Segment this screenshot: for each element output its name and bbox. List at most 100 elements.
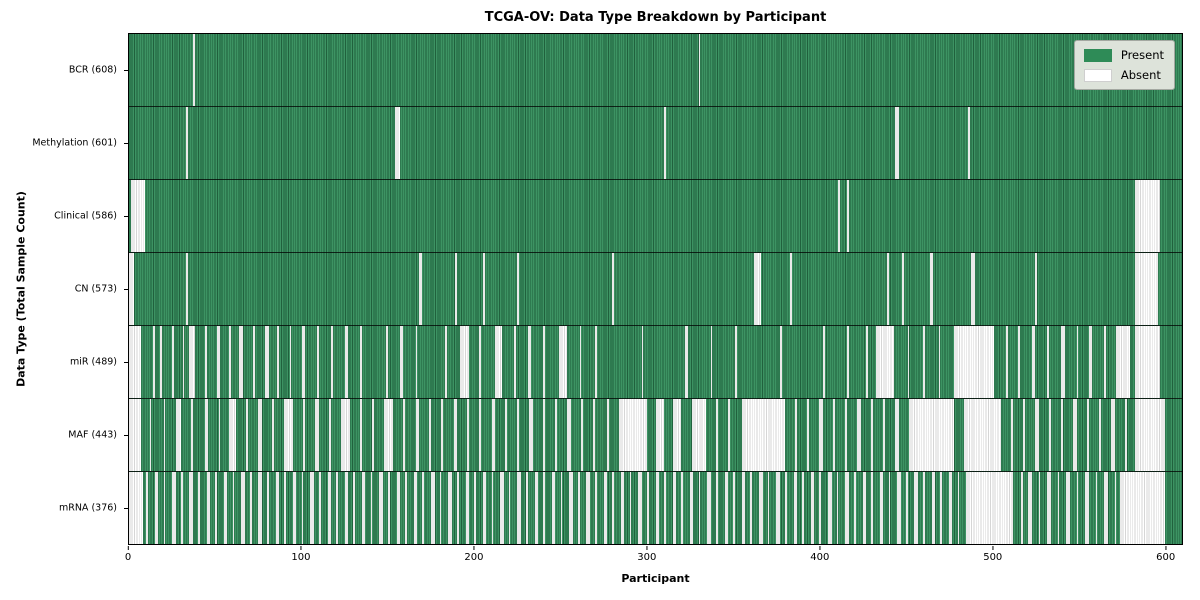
heatmap-row-Methylation xyxy=(129,106,1182,179)
x-tick-200: 200 xyxy=(464,546,483,563)
absent-segment xyxy=(534,472,539,544)
legend-entry-absent: Absent xyxy=(1083,68,1164,82)
x-tick-label: 600 xyxy=(1156,552,1176,563)
absent-segment xyxy=(907,326,910,398)
y-tick-mark xyxy=(124,362,128,364)
absent-segment xyxy=(1047,326,1050,398)
absent-segment xyxy=(265,326,269,398)
x-tick-mark xyxy=(127,546,129,550)
legend-label-present: Present xyxy=(1120,48,1164,62)
absent-segment xyxy=(456,472,459,544)
absent-segment xyxy=(543,326,545,398)
absent-segment xyxy=(229,399,236,471)
absent-segment xyxy=(819,472,822,544)
absent-segment xyxy=(895,107,899,179)
absent-segment xyxy=(253,326,255,398)
x-tick-400: 400 xyxy=(810,546,829,563)
x-tick-label: 0 xyxy=(124,552,132,563)
absent-segment xyxy=(229,326,231,398)
absent-segment xyxy=(192,34,195,106)
y-axis-ticks: BCR (608) Methylation (601) Clinical (586)… xyxy=(0,33,128,545)
absent-segment xyxy=(603,472,608,544)
x-tick-label: 200 xyxy=(464,552,484,563)
y-tick-label-BCR: BCR (608) xyxy=(68,64,117,76)
absent-segment xyxy=(581,399,583,471)
absent-segment xyxy=(275,472,280,544)
legend-label-absent: Absent xyxy=(1120,68,1161,82)
absent-segment xyxy=(387,472,390,544)
absent-segment xyxy=(845,472,849,544)
absent-segment xyxy=(353,472,356,544)
absent-segment xyxy=(779,326,782,398)
absent-segment xyxy=(620,472,625,544)
absent-segment xyxy=(129,253,135,325)
absent-segment xyxy=(595,326,597,398)
absent-segment xyxy=(1135,326,1160,398)
absent-segment xyxy=(479,326,482,398)
absent-segment xyxy=(1018,326,1020,398)
absent-segment xyxy=(362,472,366,544)
absent-segment xyxy=(415,399,419,471)
absent-segment xyxy=(149,399,152,471)
absent-segment xyxy=(847,326,849,398)
x-tick-label: 400 xyxy=(810,552,830,563)
absent-segment xyxy=(567,399,571,471)
absent-segment xyxy=(784,472,787,544)
absent-segment xyxy=(400,326,404,398)
absent-segment xyxy=(715,472,718,544)
absent-segment xyxy=(810,472,815,544)
absent-segment xyxy=(833,399,836,471)
absent-segment xyxy=(664,472,666,544)
absent-segment xyxy=(444,326,447,398)
absent-segment xyxy=(948,472,953,544)
absent-segment xyxy=(405,472,407,544)
absent-segment xyxy=(793,472,798,544)
absent-segment xyxy=(163,472,166,544)
absent-segment xyxy=(479,399,482,471)
absent-segment xyxy=(413,472,418,544)
absent-segment xyxy=(1073,399,1077,471)
absent-segment xyxy=(218,399,221,471)
absent-segment xyxy=(866,326,868,398)
absent-segment xyxy=(836,472,839,544)
absent-segment xyxy=(185,253,188,325)
absent-segment xyxy=(807,399,810,471)
absent-segment xyxy=(724,472,728,544)
absent-segment xyxy=(753,253,761,325)
absent-segment xyxy=(1049,399,1051,471)
absent-segment xyxy=(455,253,457,325)
absent-segment xyxy=(330,326,333,398)
absent-segment xyxy=(593,399,596,471)
absent-segment xyxy=(215,472,218,544)
heatmap-row-MAF xyxy=(129,398,1182,471)
absent-segment xyxy=(681,472,684,544)
absent-segment xyxy=(897,472,901,544)
absent-segment xyxy=(526,472,528,544)
y-tick-label-CN: CN (573) xyxy=(74,283,117,295)
absent-segment xyxy=(491,472,494,544)
absent-segment xyxy=(329,399,331,471)
absent-segment xyxy=(577,472,580,544)
absent-segment xyxy=(513,326,516,398)
heatmap-row-BCR xyxy=(129,34,1182,106)
absent-segment xyxy=(277,326,280,398)
x-tick-300: 300 xyxy=(637,546,656,563)
x-tick-mark xyxy=(1165,546,1167,550)
absent-segment xyxy=(1057,472,1060,544)
absent-segment xyxy=(163,399,166,471)
absent-segment xyxy=(909,399,955,471)
absent-segment xyxy=(619,399,647,471)
absent-segment xyxy=(232,472,235,544)
absent-segment xyxy=(888,472,891,544)
absent-segment xyxy=(129,399,142,471)
absent-segment xyxy=(419,253,423,325)
absent-segment xyxy=(1011,399,1013,471)
absent-segment xyxy=(284,399,293,471)
absent-segment xyxy=(1021,472,1024,544)
absent-segment xyxy=(586,472,590,544)
heatmap-row-CN xyxy=(129,252,1182,325)
absent-segment xyxy=(272,399,274,471)
absent-segment xyxy=(1031,326,1036,398)
absent-segment xyxy=(360,399,363,471)
